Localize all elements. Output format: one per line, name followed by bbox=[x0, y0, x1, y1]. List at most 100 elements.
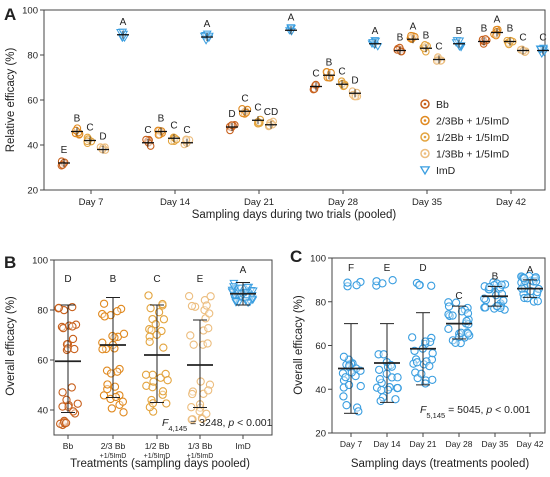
panel-c-xtick-label: Day 28 bbox=[446, 439, 473, 449]
panel-b-point bbox=[61, 418, 71, 428]
panel-b-xtick-sublabel: +1/5ImD bbox=[100, 453, 127, 460]
panel-a-point bbox=[455, 37, 465, 46]
panel-a-sig-letter: D bbox=[351, 75, 358, 86]
panel-b-point bbox=[146, 304, 155, 313]
panel-b-xtick-label: 1/2 Bb bbox=[145, 441, 170, 451]
panel-b-statistic: F4,145 = 3248, p < 0.001 bbox=[162, 417, 273, 433]
panel-c-point bbox=[427, 281, 436, 290]
panel-b-ytick-label: 60 bbox=[37, 356, 48, 367]
panel-b-point bbox=[100, 312, 109, 321]
panel-c-point bbox=[379, 350, 388, 359]
panel-a-sig-letter: A bbox=[288, 12, 295, 23]
panel-c-sig-letter: D bbox=[419, 263, 426, 274]
panel-a-point bbox=[421, 41, 429, 49]
panel-b-point bbox=[70, 344, 79, 354]
panel-b-point bbox=[231, 298, 241, 306]
panel-b-point bbox=[62, 395, 71, 404]
panel-c-point bbox=[393, 373, 402, 382]
panel-a-point bbox=[182, 135, 191, 144]
panel-c-ytick-label: 20 bbox=[315, 429, 326, 440]
panel-a-sig-letter: B bbox=[326, 57, 333, 68]
panel-b-point bbox=[108, 331, 117, 341]
panel-c-point bbox=[421, 337, 430, 346]
panel-c-point bbox=[347, 368, 356, 377]
panel-c-sig-letter: B bbox=[492, 271, 499, 282]
panel-c-point bbox=[393, 383, 402, 393]
panel-b-point bbox=[145, 337, 154, 346]
legend-label: Bb bbox=[436, 99, 449, 111]
panel-c-sig-letter: A bbox=[527, 265, 534, 276]
panel-b-point bbox=[163, 376, 172, 385]
panel-c-statistic: F5,145 = 5045, p < 0.001 bbox=[420, 404, 531, 420]
panel-c-point bbox=[415, 281, 424, 290]
panel-b-point bbox=[144, 291, 153, 300]
panel-c-xtick-label: Day 35 bbox=[482, 439, 509, 449]
panel-c-point bbox=[451, 338, 460, 347]
panel-a-xtick-label: Day 35 bbox=[412, 197, 442, 208]
panel-b-point bbox=[242, 283, 252, 292]
panel-c-point bbox=[463, 329, 473, 338]
panel-c-ytick-label: 80 bbox=[315, 297, 326, 308]
panel-c-sig-letter: E bbox=[384, 263, 391, 274]
panel-b-sig-letter: B bbox=[110, 274, 117, 285]
panel-b-point bbox=[111, 392, 121, 402]
panel-b-point bbox=[113, 367, 122, 376]
panel-a-point bbox=[351, 92, 360, 101]
panel-a-sig-letter: A bbox=[410, 21, 417, 32]
legend-label: 1/3Bb + 1/5ImD bbox=[436, 149, 510, 161]
panel-a-sig-letter: D bbox=[228, 109, 235, 120]
panel-a-ylabel: Relative efficacy (%) bbox=[5, 48, 17, 153]
panel-b-point bbox=[247, 295, 257, 304]
panel-label-a: A bbox=[4, 5, 16, 24]
panel-c-point bbox=[344, 380, 354, 390]
panel-c-point bbox=[485, 283, 494, 292]
panel-a-sig-letter: C bbox=[144, 125, 151, 136]
panel-b-point bbox=[110, 382, 120, 391]
panel-b-point bbox=[202, 301, 211, 310]
panel-a-point bbox=[536, 46, 546, 54]
panel-a-point bbox=[265, 121, 274, 130]
panel-c-point bbox=[377, 385, 386, 395]
panel-b-point bbox=[148, 399, 158, 408]
panel-a-xtick-label: Day 7 bbox=[79, 197, 104, 208]
panel-b-point bbox=[99, 299, 109, 308]
panel-c-point bbox=[372, 383, 382, 392]
panel-b-point bbox=[189, 340, 198, 349]
panel-b-point bbox=[68, 322, 77, 331]
panel-a-xtick-label: Day 28 bbox=[328, 197, 358, 208]
panel-c-point bbox=[531, 273, 540, 282]
panel-a-sig-letter: C bbox=[539, 33, 546, 44]
panel-b-point bbox=[58, 388, 67, 397]
panel-b-point bbox=[184, 292, 194, 301]
panel-a-sig-letter: C bbox=[170, 120, 177, 131]
panel-b-sig-letter: A bbox=[240, 265, 247, 276]
panel-a-point bbox=[72, 126, 80, 135]
panel-c-point bbox=[341, 373, 350, 382]
panel-a-sig-letter: C bbox=[338, 66, 345, 77]
panel-c-point bbox=[444, 302, 454, 311]
panel-a-point bbox=[506, 36, 515, 45]
panel-a-sig-letter: A bbox=[120, 17, 127, 28]
panel-c-point bbox=[339, 392, 348, 401]
panel-c-point bbox=[428, 349, 437, 358]
panel-a-sig-letter: B bbox=[423, 30, 430, 41]
panel-b-point bbox=[142, 381, 151, 390]
panel-b-point bbox=[187, 301, 197, 311]
panel-a-sig-letter: A bbox=[372, 26, 379, 37]
panel-c-point bbox=[417, 369, 426, 378]
panel-a-sig-letter: A bbox=[204, 19, 211, 30]
panel-a-sig-letter: C bbox=[86, 123, 93, 134]
panel-c-point bbox=[448, 311, 457, 320]
panel-b-point bbox=[73, 399, 82, 408]
panel-b-point bbox=[205, 309, 214, 318]
panel-b-point bbox=[198, 340, 208, 349]
panel-b-sig-letter: D bbox=[64, 274, 71, 285]
panel-b-xtick-label: 2/3 Bb bbox=[101, 441, 126, 451]
panel-b-ytick-label: 80 bbox=[37, 306, 48, 317]
panel-c-point bbox=[388, 276, 397, 285]
panel-b-point bbox=[158, 299, 167, 309]
panel-b-plot-frame bbox=[53, 259, 273, 436]
panel-a-point bbox=[83, 137, 92, 146]
panel-a-point bbox=[242, 108, 251, 117]
panel-b-point bbox=[103, 380, 112, 389]
